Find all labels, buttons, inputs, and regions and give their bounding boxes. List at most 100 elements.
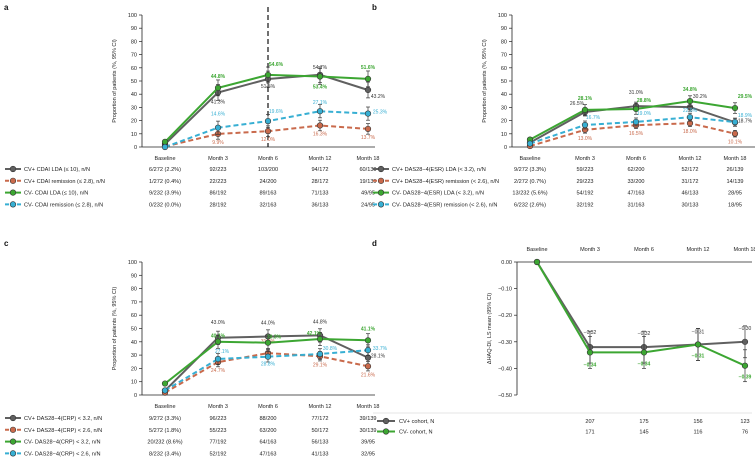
count-cell: 156: [693, 419, 702, 425]
y-tick-label: 80: [501, 39, 507, 45]
category-label: Month 3: [208, 156, 228, 162]
count-cell: 14/139: [726, 179, 743, 185]
count-cell: 32/163: [259, 202, 276, 208]
data-point: [364, 110, 372, 117]
y-tick-label: −0.40: [498, 366, 512, 372]
data-point: [316, 122, 324, 129]
count-cell: 30/139: [359, 428, 376, 434]
category-label: Baseline: [519, 156, 540, 162]
panel-a: a 0 10 20 30 40 50 60 70 80 90 100 Proportion of pat…: [4, 3, 388, 208]
legend-marker: [9, 165, 17, 173]
count-cell: 28/192: [209, 202, 226, 208]
count-cell: 60/139: [359, 167, 376, 173]
data-point: [161, 380, 169, 387]
count-cell: 13/232 (5.6%): [512, 191, 547, 197]
y-tick-label: −0.50: [498, 393, 512, 399]
count-cell: 96/223: [209, 416, 226, 422]
count-cell: 88/200: [259, 416, 276, 422]
data-label: 30.2%: [693, 94, 708, 100]
data-label: 13.0%: [578, 136, 593, 142]
category-label: Month 6: [258, 156, 278, 162]
data-point: [694, 341, 702, 348]
data-label: 12.0%: [261, 137, 276, 143]
count-cell: 47/163: [627, 191, 644, 197]
y-tick-label: 10: [131, 132, 137, 138]
data-label: −0.32: [584, 330, 597, 336]
data-point: [581, 106, 589, 114]
data-label: 26.5%: [570, 101, 585, 107]
count-cell: 71/133: [311, 191, 328, 197]
y-tick-label: 50: [131, 79, 137, 85]
data-point: [214, 338, 222, 345]
data-label: 22.6%: [683, 108, 698, 114]
data-point: [364, 363, 372, 370]
legend-label: CV- DAS28−4(ESR) LDA (< 3.2), n/N: [392, 191, 484, 197]
count-cell: 31/163: [627, 202, 644, 208]
count-cell: 103/200: [258, 167, 278, 173]
data-label: 43.0%: [211, 320, 226, 326]
count-cell: 116: [694, 430, 703, 436]
category-label: Month 6: [634, 247, 654, 253]
y-tick-label: 30: [131, 353, 137, 359]
y-tick-label: 20: [131, 366, 137, 372]
data-label: 44.8%: [211, 74, 226, 80]
y-axis-label: Proportion of patients (%, 95% CI): [112, 287, 118, 371]
legend-label: CV- DAS28−4(CRP) < 3.2, n/N: [24, 440, 100, 446]
data-label: 21.6%: [361, 372, 376, 378]
data-label: −0.34: [584, 362, 597, 368]
data-point: [741, 362, 749, 369]
legend-label: CV+ DAS28−4(ESR) LDA (< 3.2), n/N: [392, 167, 486, 173]
y-tick-label: 0: [134, 393, 137, 399]
data-label: 28.1%: [578, 96, 593, 102]
data-point: [364, 75, 372, 82]
count-cell: 8/232 (3.4%): [149, 451, 181, 457]
y-tick-label: −0.20: [498, 313, 512, 319]
category-label: Month 18: [724, 156, 747, 162]
count-cell: 86/192: [209, 191, 226, 197]
category-label: Baseline: [526, 247, 547, 253]
data-label: 18.9%: [738, 113, 753, 119]
data-point: [731, 130, 739, 137]
count-cell: 6/232 (2.6%): [514, 202, 546, 208]
data-point: [632, 118, 640, 126]
data-label: 24.7%: [211, 368, 226, 374]
count-cell: 52/192: [209, 451, 226, 457]
series-line: [529, 116, 736, 145]
count-cell: 9/272 (3.3%): [514, 167, 546, 173]
y-axis-label: Proportion of patients (%, 95% CI): [112, 39, 118, 123]
panel-d: d 0.00 −0.10 −0.20 −0.30 −0.40 −0.50 ΔHAQ-DI, L…: [372, 239, 755, 436]
data-label: 16.7%: [586, 115, 601, 121]
count-cell: 5/272 (1.8%): [149, 428, 181, 434]
panel-letter: d: [372, 239, 377, 248]
count-cell: 24/200: [259, 179, 276, 185]
category-label: Month 18: [734, 247, 755, 253]
data-point: [214, 355, 222, 363]
legend-marker: [9, 450, 17, 457]
count-cell: 2/272 (0.7%): [514, 179, 546, 185]
count-cell: 175: [639, 419, 648, 425]
data-label: 53.4%: [313, 85, 328, 91]
y-tick-label: 30: [501, 105, 507, 111]
count-cell: 89/163: [259, 191, 276, 197]
category-label: Month 6: [258, 404, 278, 410]
count-cell: 39/95: [361, 440, 375, 446]
y-tick-label: 70: [501, 53, 507, 59]
category-label: Month 12: [679, 156, 702, 162]
y-tick-label: −0.10: [498, 287, 512, 293]
panel-letter: c: [4, 239, 9, 248]
count-cell: 123: [740, 419, 749, 425]
count-cell: 32/95: [361, 451, 375, 457]
data-point: [731, 104, 739, 112]
y-tick-label: 60: [131, 313, 137, 319]
category-label: Month 18: [357, 156, 380, 162]
data-point: [586, 349, 594, 356]
count-cell: 63/200: [259, 428, 276, 434]
count-cell: 39/139: [359, 416, 376, 422]
data-label: 54.7%: [313, 65, 328, 71]
data-label: 27.1%: [215, 349, 230, 355]
legend-marker: [9, 414, 17, 422]
count-cell: 77/172: [311, 416, 328, 422]
y-tick-label: 10: [131, 380, 137, 386]
y-tick-label: 0: [504, 145, 507, 151]
data-label: 16.3%: [313, 131, 328, 137]
